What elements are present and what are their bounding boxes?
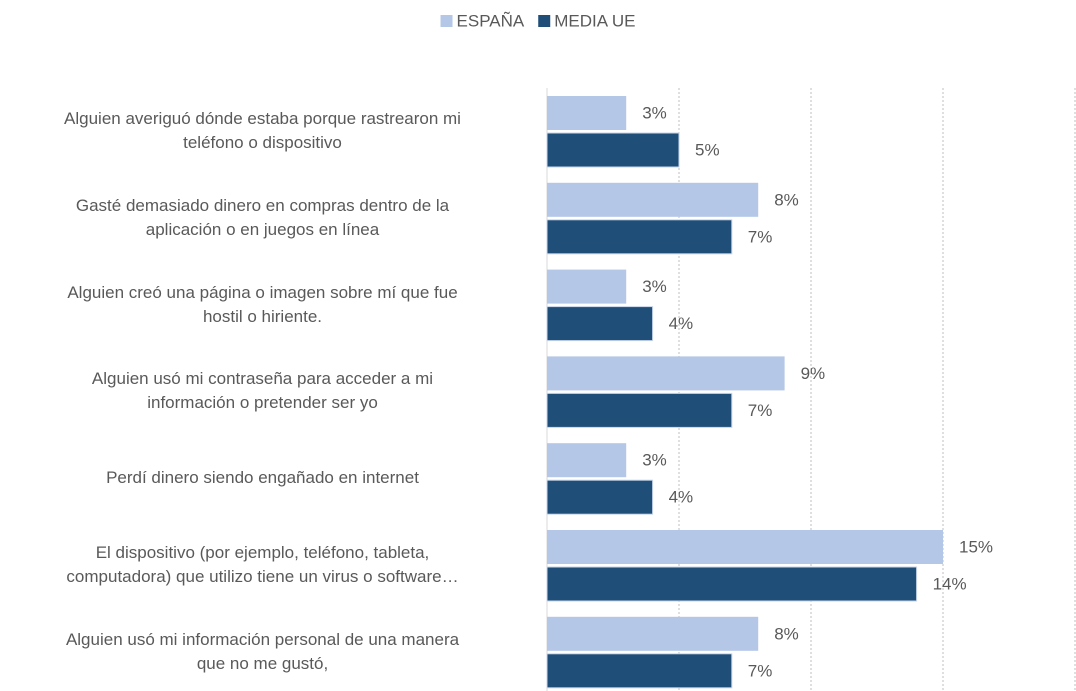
legend-label: MEDIA UE [554, 11, 635, 30]
category-label: Alguien averiguó dónde estaba porque ras… [64, 109, 461, 152]
category-label: Alguien creó una página o imagen sobre m… [67, 282, 458, 326]
bar [546, 392, 733, 428]
category-label: Alguien usó mi información personal de u… [65, 629, 460, 673]
value-label: 15% [959, 537, 993, 556]
legend-label: ESPAÑA [457, 11, 525, 30]
category-label: El dispositivo (por ejemplo, teléfono, t… [66, 543, 459, 586]
value-label: 4% [669, 488, 694, 507]
bar [547, 616, 759, 651]
value-label: 7% [748, 661, 773, 680]
category-label: Gasté demasiado dinero en compras dentro… [75, 195, 450, 239]
value-label: 3% [642, 277, 667, 296]
bar [546, 306, 654, 342]
value-label: 4% [669, 314, 694, 333]
bar [546, 219, 733, 255]
value-label: 14% [933, 574, 967, 593]
bar [546, 653, 733, 689]
category-label: Perdí dinero siendo engañado en internet [106, 468, 419, 488]
bar [547, 269, 627, 304]
bar [547, 443, 627, 478]
bar [546, 132, 680, 168]
legend-swatch [538, 15, 551, 27]
category-label: Alguien usó mi contraseña para acceder a… [91, 369, 434, 413]
bar [547, 530, 943, 564]
value-label: 8% [774, 624, 799, 643]
bar [547, 356, 785, 391]
bar [546, 479, 654, 515]
bar [546, 566, 918, 602]
bar [547, 182, 759, 217]
legend-swatch [440, 15, 453, 27]
value-label: 7% [748, 401, 773, 420]
value-label: 5% [695, 140, 720, 159]
bar [547, 96, 627, 130]
value-label: 7% [748, 227, 773, 246]
value-label: 9% [801, 364, 826, 383]
value-label: 3% [642, 451, 667, 470]
value-label: 8% [774, 190, 799, 209]
value-label: 3% [642, 103, 667, 122]
